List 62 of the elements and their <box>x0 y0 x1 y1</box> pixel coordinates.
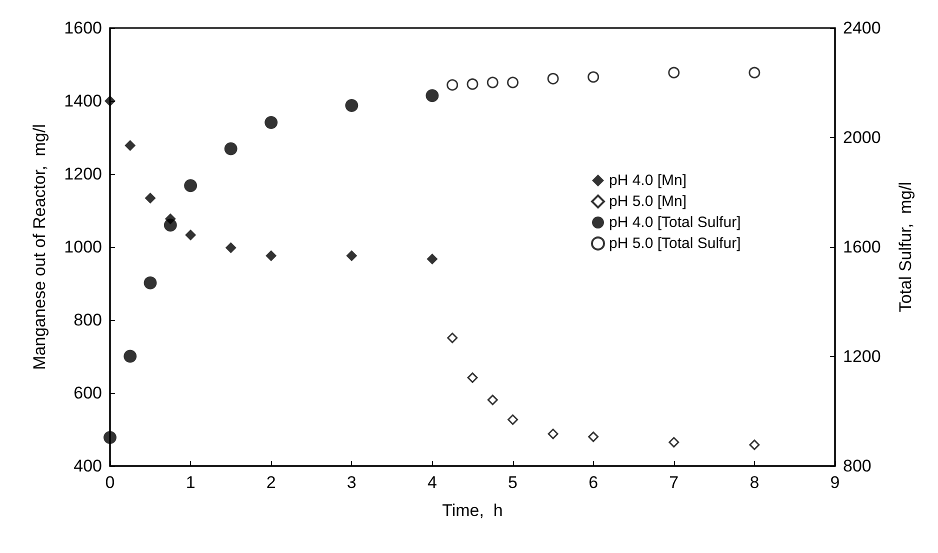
point <box>487 394 498 406</box>
point <box>426 254 438 265</box>
point <box>164 218 177 232</box>
y2-tick-label: 800 <box>843 456 872 476</box>
point <box>507 76 519 88</box>
point <box>668 437 680 448</box>
point <box>466 78 478 90</box>
point <box>185 229 196 240</box>
legend-label: pH 5.0 [Total Sulfur] <box>609 235 741 252</box>
y2-tick-label: 2000 <box>843 128 881 147</box>
y-tick-label: 1600 <box>64 18 102 38</box>
point <box>346 250 358 262</box>
y-tick-label: 600 <box>74 384 102 402</box>
x-tick-label: 9 <box>830 473 840 492</box>
x-tick-label: 6 <box>588 473 598 492</box>
point <box>447 332 458 344</box>
legend-label: pH 4.0 [Mn] <box>609 172 687 189</box>
point <box>426 89 439 102</box>
x-tick-label: 3 <box>346 473 356 492</box>
x-tick-label: 1 <box>186 473 196 492</box>
point <box>749 440 760 450</box>
y-tick-label: 1400 <box>64 92 102 110</box>
x-tick-label: 2 <box>266 473 276 492</box>
x-tick-label: 4 <box>427 473 437 492</box>
point <box>345 98 358 112</box>
y-tick-label: 1000 <box>64 238 102 256</box>
point <box>224 142 238 156</box>
y-tick-label: 800 <box>74 310 102 330</box>
point <box>467 372 478 383</box>
point <box>748 66 760 78</box>
y-tick-label: 400 <box>74 456 102 476</box>
point <box>124 140 136 152</box>
x-tick-label: 8 <box>750 473 760 492</box>
x-tick-label: 0 <box>105 473 115 492</box>
y2-tick-label: 1600 <box>843 238 881 256</box>
point <box>446 79 458 91</box>
point <box>104 96 116 106</box>
point <box>588 432 599 442</box>
y2-axis-title: Total Sulfur, mg/l <box>896 182 915 312</box>
y2-tick-label: 1200 <box>843 347 881 366</box>
x-tick-label: 7 <box>669 473 679 492</box>
point <box>144 276 157 290</box>
x-tick-label: 5 <box>508 473 518 492</box>
point <box>588 71 600 83</box>
point <box>508 414 518 425</box>
point <box>486 76 498 88</box>
point <box>144 192 156 204</box>
point <box>548 428 558 440</box>
point <box>184 179 198 192</box>
point <box>264 116 278 129</box>
legend-label: pH 4.0 [Total Sulfur] <box>609 214 741 231</box>
point <box>104 431 116 444</box>
point <box>225 242 236 254</box>
point <box>547 72 559 84</box>
legend-label: pH 5.0 [Mn] <box>609 193 687 210</box>
y-axis-title: Manganese out of Reactor, mg/l <box>30 124 49 370</box>
y2-tick-label: 2400 <box>843 18 881 38</box>
point <box>266 250 277 262</box>
y-tick-label: 1200 <box>64 164 102 184</box>
point <box>124 350 137 363</box>
x-axis-title: Time, h <box>442 501 503 520</box>
point <box>668 66 680 78</box>
